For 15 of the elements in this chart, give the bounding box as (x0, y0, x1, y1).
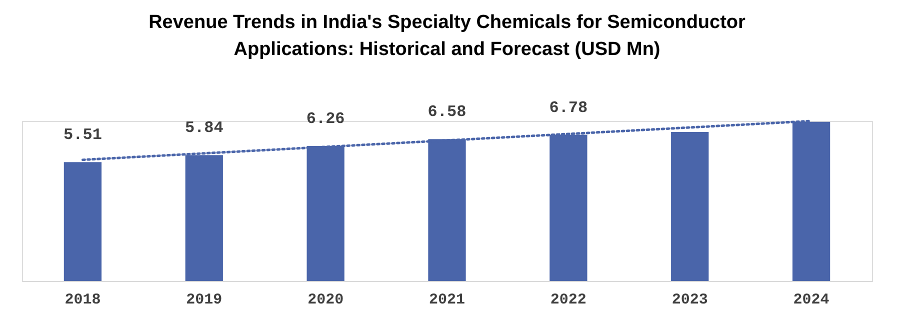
bar (671, 132, 709, 281)
data-label: 5.84 (184, 119, 224, 138)
x-tick-label: 2019 (186, 292, 222, 308)
data-label: 6.26 (306, 110, 345, 128)
data-label: 5.51 (64, 126, 102, 144)
data-label: 6.78 (549, 98, 588, 117)
text: Applications: Historical and Forecast (USD Mn) (234, 38, 660, 60)
x-tick-label: 2024 (793, 292, 830, 308)
data-label: 6.58 (428, 103, 466, 122)
text: Revenue Trends in India's Specialty Chemicals for Semiconductor (148, 12, 746, 33)
x-tick-label: 2020 (308, 292, 344, 308)
x-tick-label: 2021 (428, 292, 466, 308)
x-tick-label: 2018 (64, 292, 101, 308)
x-tick-label: 2023 (672, 292, 708, 308)
x-tick-label: 2022 (550, 292, 586, 308)
